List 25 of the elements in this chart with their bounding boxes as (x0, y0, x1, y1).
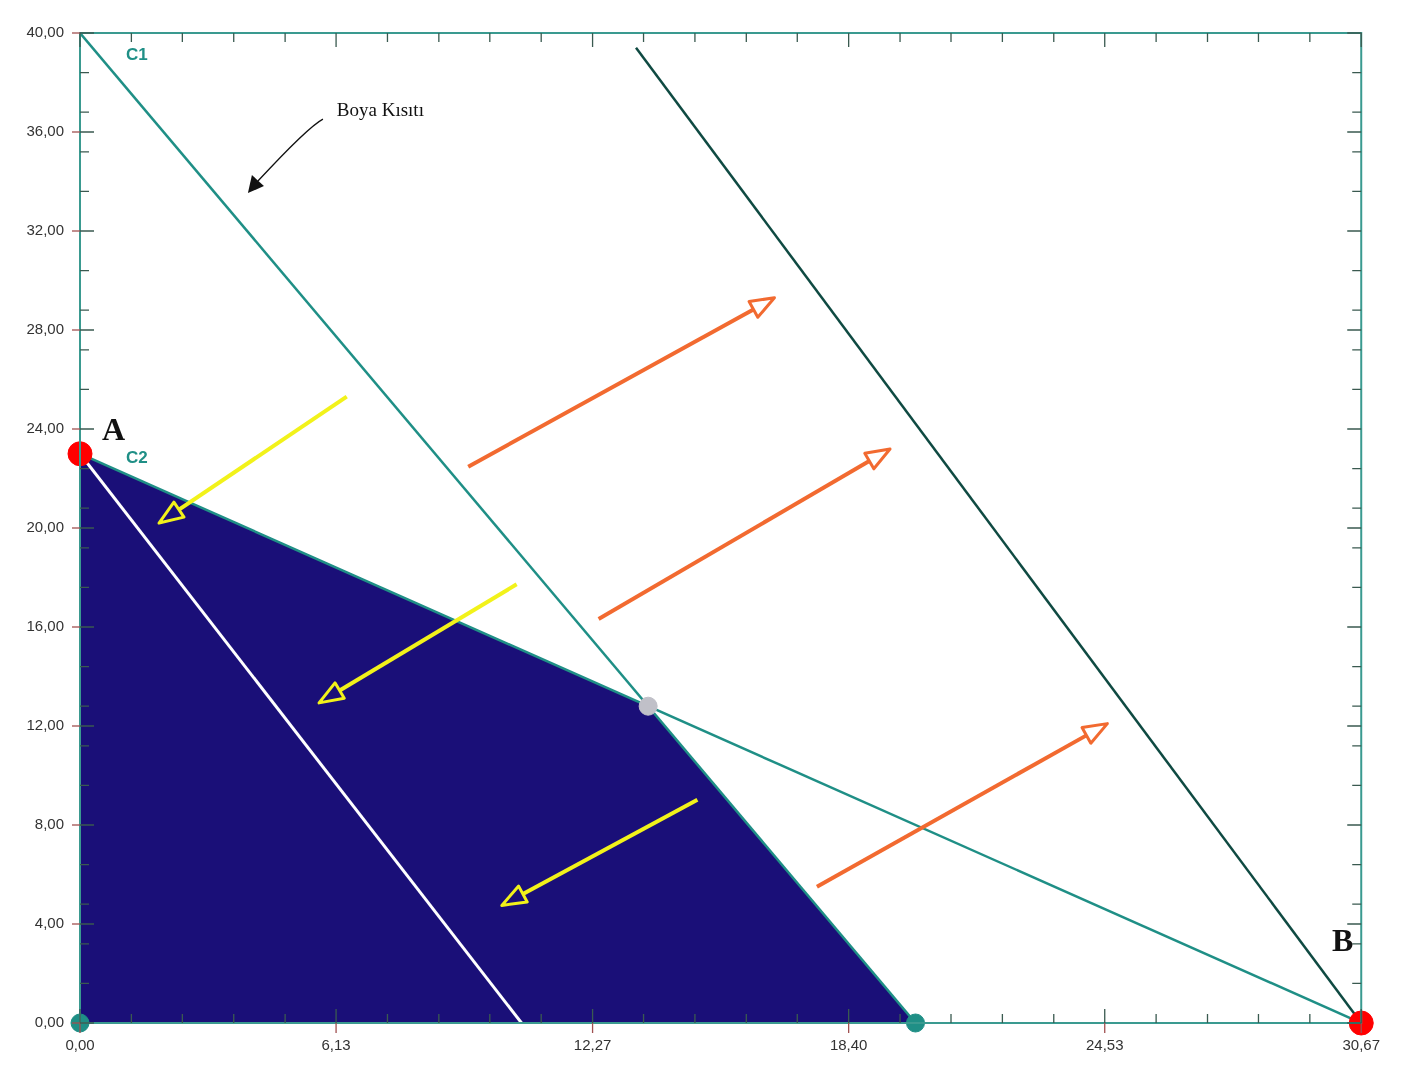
x-tick-label: 12,27 (573, 1036, 612, 1054)
y-tick-label: 20,00 (26, 518, 64, 536)
y-tick-label: 8,00 (34, 815, 64, 833)
y-tick-label: 16,00 (26, 617, 64, 635)
x-tick-label: 6,13 (321, 1036, 351, 1054)
point (1348, 1010, 1374, 1036)
annotation: B (1331, 922, 1354, 959)
annotation: A (102, 411, 126, 448)
series-label: C1 (126, 44, 148, 64)
y-tick-label: 24,00 (26, 419, 64, 437)
x-tick-label: 24,53 (1085, 1036, 1124, 1054)
x-tick-label: 0,00 (65, 1036, 95, 1054)
point (638, 696, 658, 716)
y-tick-label: 40,00 (26, 23, 64, 41)
y-tick-label: 36,00 (26, 122, 64, 140)
y-tick-label: 4,00 (34, 914, 64, 932)
point (67, 441, 93, 467)
x-tick-label: 18,40 (829, 1036, 868, 1054)
y-tick-label: 12,00 (26, 716, 64, 734)
series-label: C2 (126, 447, 148, 467)
y-tick-label: 32,00 (26, 221, 64, 239)
y-tick-label: 0,00 (34, 1013, 64, 1031)
annotation: Boya Kısıtı (336, 99, 424, 121)
y-tick-label: 28,00 (26, 320, 64, 338)
x-tick-label: 30,67 (1342, 1036, 1381, 1054)
